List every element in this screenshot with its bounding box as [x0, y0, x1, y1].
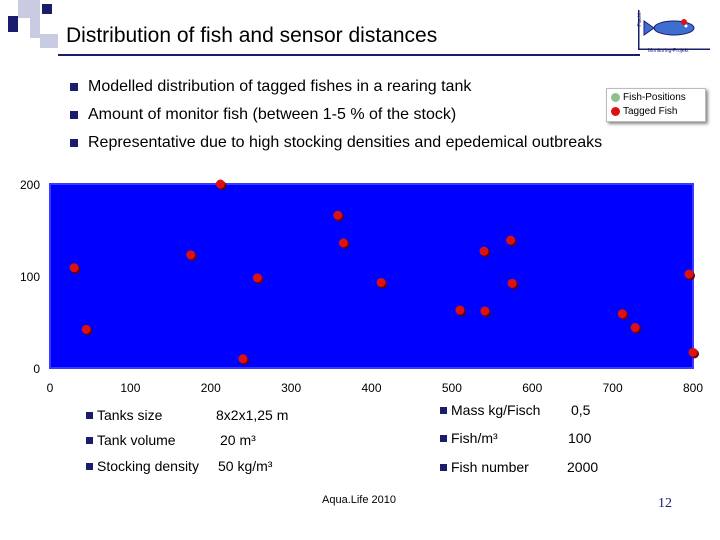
param-fish-per-m3-value: 100	[568, 430, 592, 446]
data-point	[684, 269, 694, 279]
data-point	[81, 324, 91, 334]
data-point	[630, 323, 640, 333]
y-tick-label: 200	[20, 178, 40, 192]
param-fish-per-m3-label: Fish/m³	[440, 430, 498, 446]
legend-dot-icon	[611, 107, 620, 116]
param-mass-label: Mass kg/Fisch	[440, 402, 540, 418]
param-tanks-size-value: 8x2x1,25 m	[216, 407, 289, 423]
data-point	[506, 235, 516, 245]
x-tick-label: 500	[442, 381, 462, 395]
x-tick-label: 300	[281, 381, 301, 395]
bullet-item: Amount of monitor fish (between 1-5 % of…	[70, 106, 456, 124]
bullet-square-icon	[440, 406, 447, 414]
data-point	[215, 179, 225, 189]
legend-dot-icon	[611, 93, 620, 102]
corner-decoration-block	[18, 0, 40, 18]
x-tick-label: 400	[361, 381, 381, 395]
data-point	[252, 273, 262, 283]
data-point	[455, 305, 465, 315]
fish-logo-icon	[638, 10, 710, 50]
bullet-square-icon	[440, 463, 447, 471]
data-point	[186, 250, 196, 260]
param-tank-volume-label: Tank volume	[86, 432, 176, 448]
data-point	[333, 210, 343, 220]
x-tick-label: 100	[120, 381, 140, 395]
bullet-item: Modelled distribution of tagged fishes i…	[70, 78, 471, 96]
legend-entry-tagged-fish: Tagged Fish	[611, 106, 677, 117]
data-point	[69, 263, 79, 273]
bullet-square-icon	[86, 436, 93, 444]
page-number: 12	[658, 496, 672, 511]
bullet-square-icon	[86, 462, 93, 470]
corner-decoration-block	[40, 34, 58, 48]
param-tanks-size-label: Tanks size	[86, 407, 162, 423]
bullet-square-icon	[70, 139, 78, 147]
param-label: Tanks size	[97, 407, 163, 423]
bullet-text: Modelled distribution of tagged fishes i…	[88, 78, 472, 95]
legend-entry-fish-positions: Fish-Positions	[611, 92, 686, 103]
legend-label: Tagged Fish	[623, 106, 678, 117]
data-point	[617, 309, 627, 319]
param-mass-value: 0,5	[571, 402, 591, 418]
param-label: Tank volume	[97, 432, 176, 448]
data-point	[688, 347, 698, 357]
param-label: Stocking density	[97, 458, 199, 474]
param-tank-volume-value: 20 m³	[220, 432, 256, 448]
param-fish-number-label: Fish number	[440, 459, 529, 475]
y-tick-label: 0	[33, 362, 40, 376]
param-label: Fish number	[451, 459, 529, 475]
param-stocking-density-value: 50 kg/m³	[218, 458, 273, 474]
x-tick-label: 0	[47, 381, 54, 395]
page-title: Distribution of fish and sensor distance…	[66, 24, 438, 47]
data-point	[238, 354, 248, 364]
corner-decoration-block	[42, 4, 52, 14]
param-stocking-density-label: Stocking density	[86, 458, 199, 474]
param-label: Mass kg/Fisch	[451, 402, 541, 418]
chart-legend: Fish-Positions Tagged Fish	[606, 88, 706, 122]
bullet-square-icon	[440, 434, 447, 442]
param-fish-number-value: 2000	[567, 459, 599, 475]
bullet-item: Representative due to high stocking dens…	[70, 134, 602, 152]
data-point	[480, 306, 490, 316]
plot-area	[49, 183, 694, 369]
x-tick-label: 800	[683, 381, 703, 395]
data-point	[507, 278, 517, 288]
x-tick-label: 700	[603, 381, 623, 395]
param-label: Fish/m³	[451, 430, 498, 446]
corner-decoration-block	[8, 16, 18, 32]
logo-caption: Monitoring-Projekt	[648, 48, 689, 54]
legend-label: Fish-Positions	[623, 92, 686, 103]
bullet-square-icon	[70, 83, 78, 91]
footer-text: Aqua.Life 2010	[322, 494, 397, 506]
bullet-square-icon	[86, 411, 93, 419]
data-point	[479, 246, 489, 256]
bullet-square-icon	[70, 111, 78, 119]
x-tick-label: 200	[201, 381, 221, 395]
title-underline	[58, 54, 640, 56]
x-tick-label: 600	[522, 381, 542, 395]
bullet-text: Amount of monitor fish (between 1-5 % of…	[88, 106, 457, 123]
corner-decoration-block	[30, 18, 40, 38]
data-point	[338, 238, 348, 248]
data-point	[376, 277, 386, 287]
bullet-text: Representative due to high stocking dens…	[88, 134, 603, 151]
y-tick-label: 100	[20, 270, 40, 284]
